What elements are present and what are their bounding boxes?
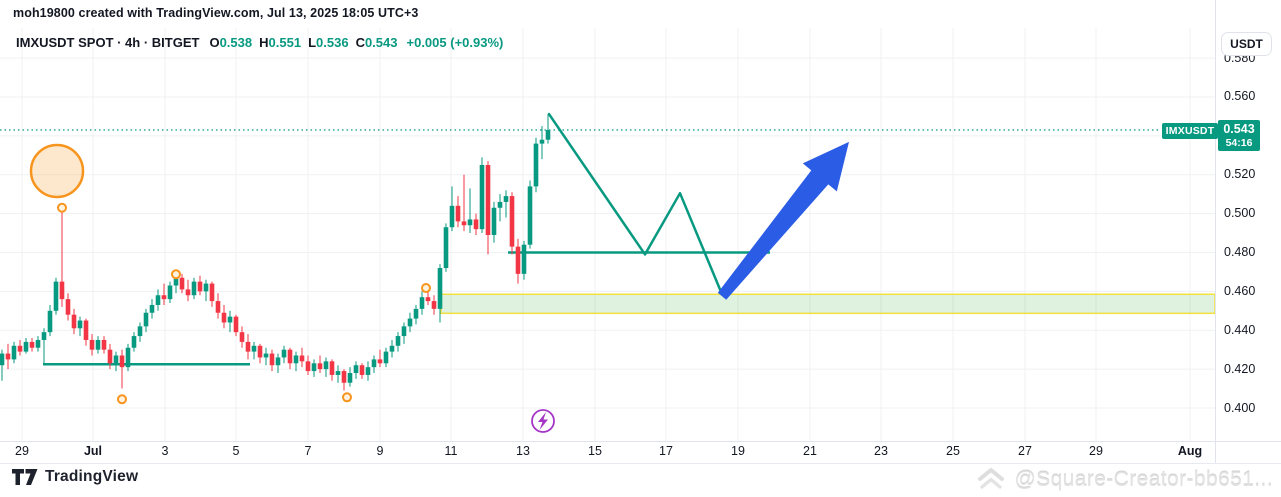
price-tick-label: 0.420 xyxy=(1224,361,1256,376)
creator-watermark: @Square-Creator-bb651... xyxy=(974,466,1273,494)
event-markers xyxy=(57,202,431,405)
time-axis-label: Jul xyxy=(83,444,103,458)
tradingview-logo-icon xyxy=(12,468,38,485)
orange-event-marker xyxy=(117,394,127,405)
time-axis-label: 27 xyxy=(1018,444,1032,458)
orange-event-marker xyxy=(342,392,352,403)
symbol-legend[interactable]: IMXUSDT SPOT · 4h · BITGET O0.538 H0.551 L… xyxy=(16,35,503,50)
time-axis-label: Aug xyxy=(1177,444,1203,458)
footer-bar: TradingView @Square-Creator-bb651... xyxy=(0,464,1281,497)
time-axis-label: 7 xyxy=(304,444,312,458)
time-axis-label: 19 xyxy=(731,444,745,458)
time-axis-label: 15 xyxy=(588,444,602,458)
zigzag-projection-line[interactable] xyxy=(547,112,724,296)
orange-event-marker xyxy=(171,269,181,280)
symbol-title[interactable]: IMXUSDT SPOT · 4h · BITGET xyxy=(16,35,200,50)
price-change: +0.005 (+0.93%) xyxy=(406,35,504,50)
price-chart[interactable] xyxy=(0,0,1215,463)
square-creator-icon xyxy=(978,468,1005,489)
price-tick-label: 0.480 xyxy=(1224,244,1256,259)
symbol-price-tag: IMXUSDT xyxy=(1162,123,1218,139)
price-tick-label: 0.400 xyxy=(1224,400,1256,415)
time-axis-label: 23 xyxy=(874,444,888,458)
time-axis-label: 9 xyxy=(376,444,384,458)
last-price: 0.543 xyxy=(1223,122,1255,137)
ohlc-values: O0.538 H0.551 L0.536 C0.543 xyxy=(209,35,404,50)
time-axis-label: 11 xyxy=(444,444,458,458)
time-axis-label: 17 xyxy=(659,444,673,458)
time-axis-label: 13 xyxy=(516,444,530,458)
lightning-event-icon[interactable] xyxy=(531,409,555,433)
ohlc-o-value: O0.538 xyxy=(209,35,253,50)
tradingview-logo[interactable]: TradingView xyxy=(12,468,138,486)
currency-toggle-button[interactable]: USDT xyxy=(1221,32,1272,56)
time-axis-label: 29 xyxy=(1089,444,1103,458)
time-axis-label: 5 xyxy=(232,444,240,458)
grid-lines xyxy=(0,28,1215,441)
candles xyxy=(0,114,551,391)
support-zone-rectangle[interactable] xyxy=(440,293,1215,315)
ohlc-h-value: H0.551 xyxy=(259,35,302,50)
time-axis-label: 29 xyxy=(15,444,29,458)
time-axis-label: 3 xyxy=(161,444,169,458)
creator-watermark-text: @Square-Creator-bb651... xyxy=(1014,468,1273,491)
last-price-label: 0.543 54:16 xyxy=(1218,120,1260,151)
time-axis-label: 21 xyxy=(803,444,817,458)
time-axis-border xyxy=(0,441,1281,442)
orange-event-marker xyxy=(57,202,67,213)
ohlc-c-value: C0.543 xyxy=(355,35,398,50)
ohlc-l-value: L0.536 xyxy=(308,35,349,50)
footer-border xyxy=(0,463,1281,464)
price-tick-label: 0.500 xyxy=(1224,206,1256,221)
attribution-text: moh19800 created with TradingView.com, J… xyxy=(13,6,419,20)
ellipse-highlight-drawing[interactable] xyxy=(29,143,85,199)
time-axis-label: 25 xyxy=(946,444,960,458)
price-tick-label: 0.460 xyxy=(1224,283,1256,298)
price-tick-label: 0.440 xyxy=(1224,322,1256,337)
price-scale-border xyxy=(1215,0,1216,463)
bullish-arrow-drawing[interactable] xyxy=(717,141,849,300)
bar-countdown: 54:16 xyxy=(1225,136,1253,149)
tradingview-logo-text: TradingView xyxy=(45,468,139,485)
price-tick-label: 0.560 xyxy=(1224,89,1256,104)
price-tick-label: 0.520 xyxy=(1224,167,1256,182)
orange-event-marker xyxy=(421,283,431,294)
